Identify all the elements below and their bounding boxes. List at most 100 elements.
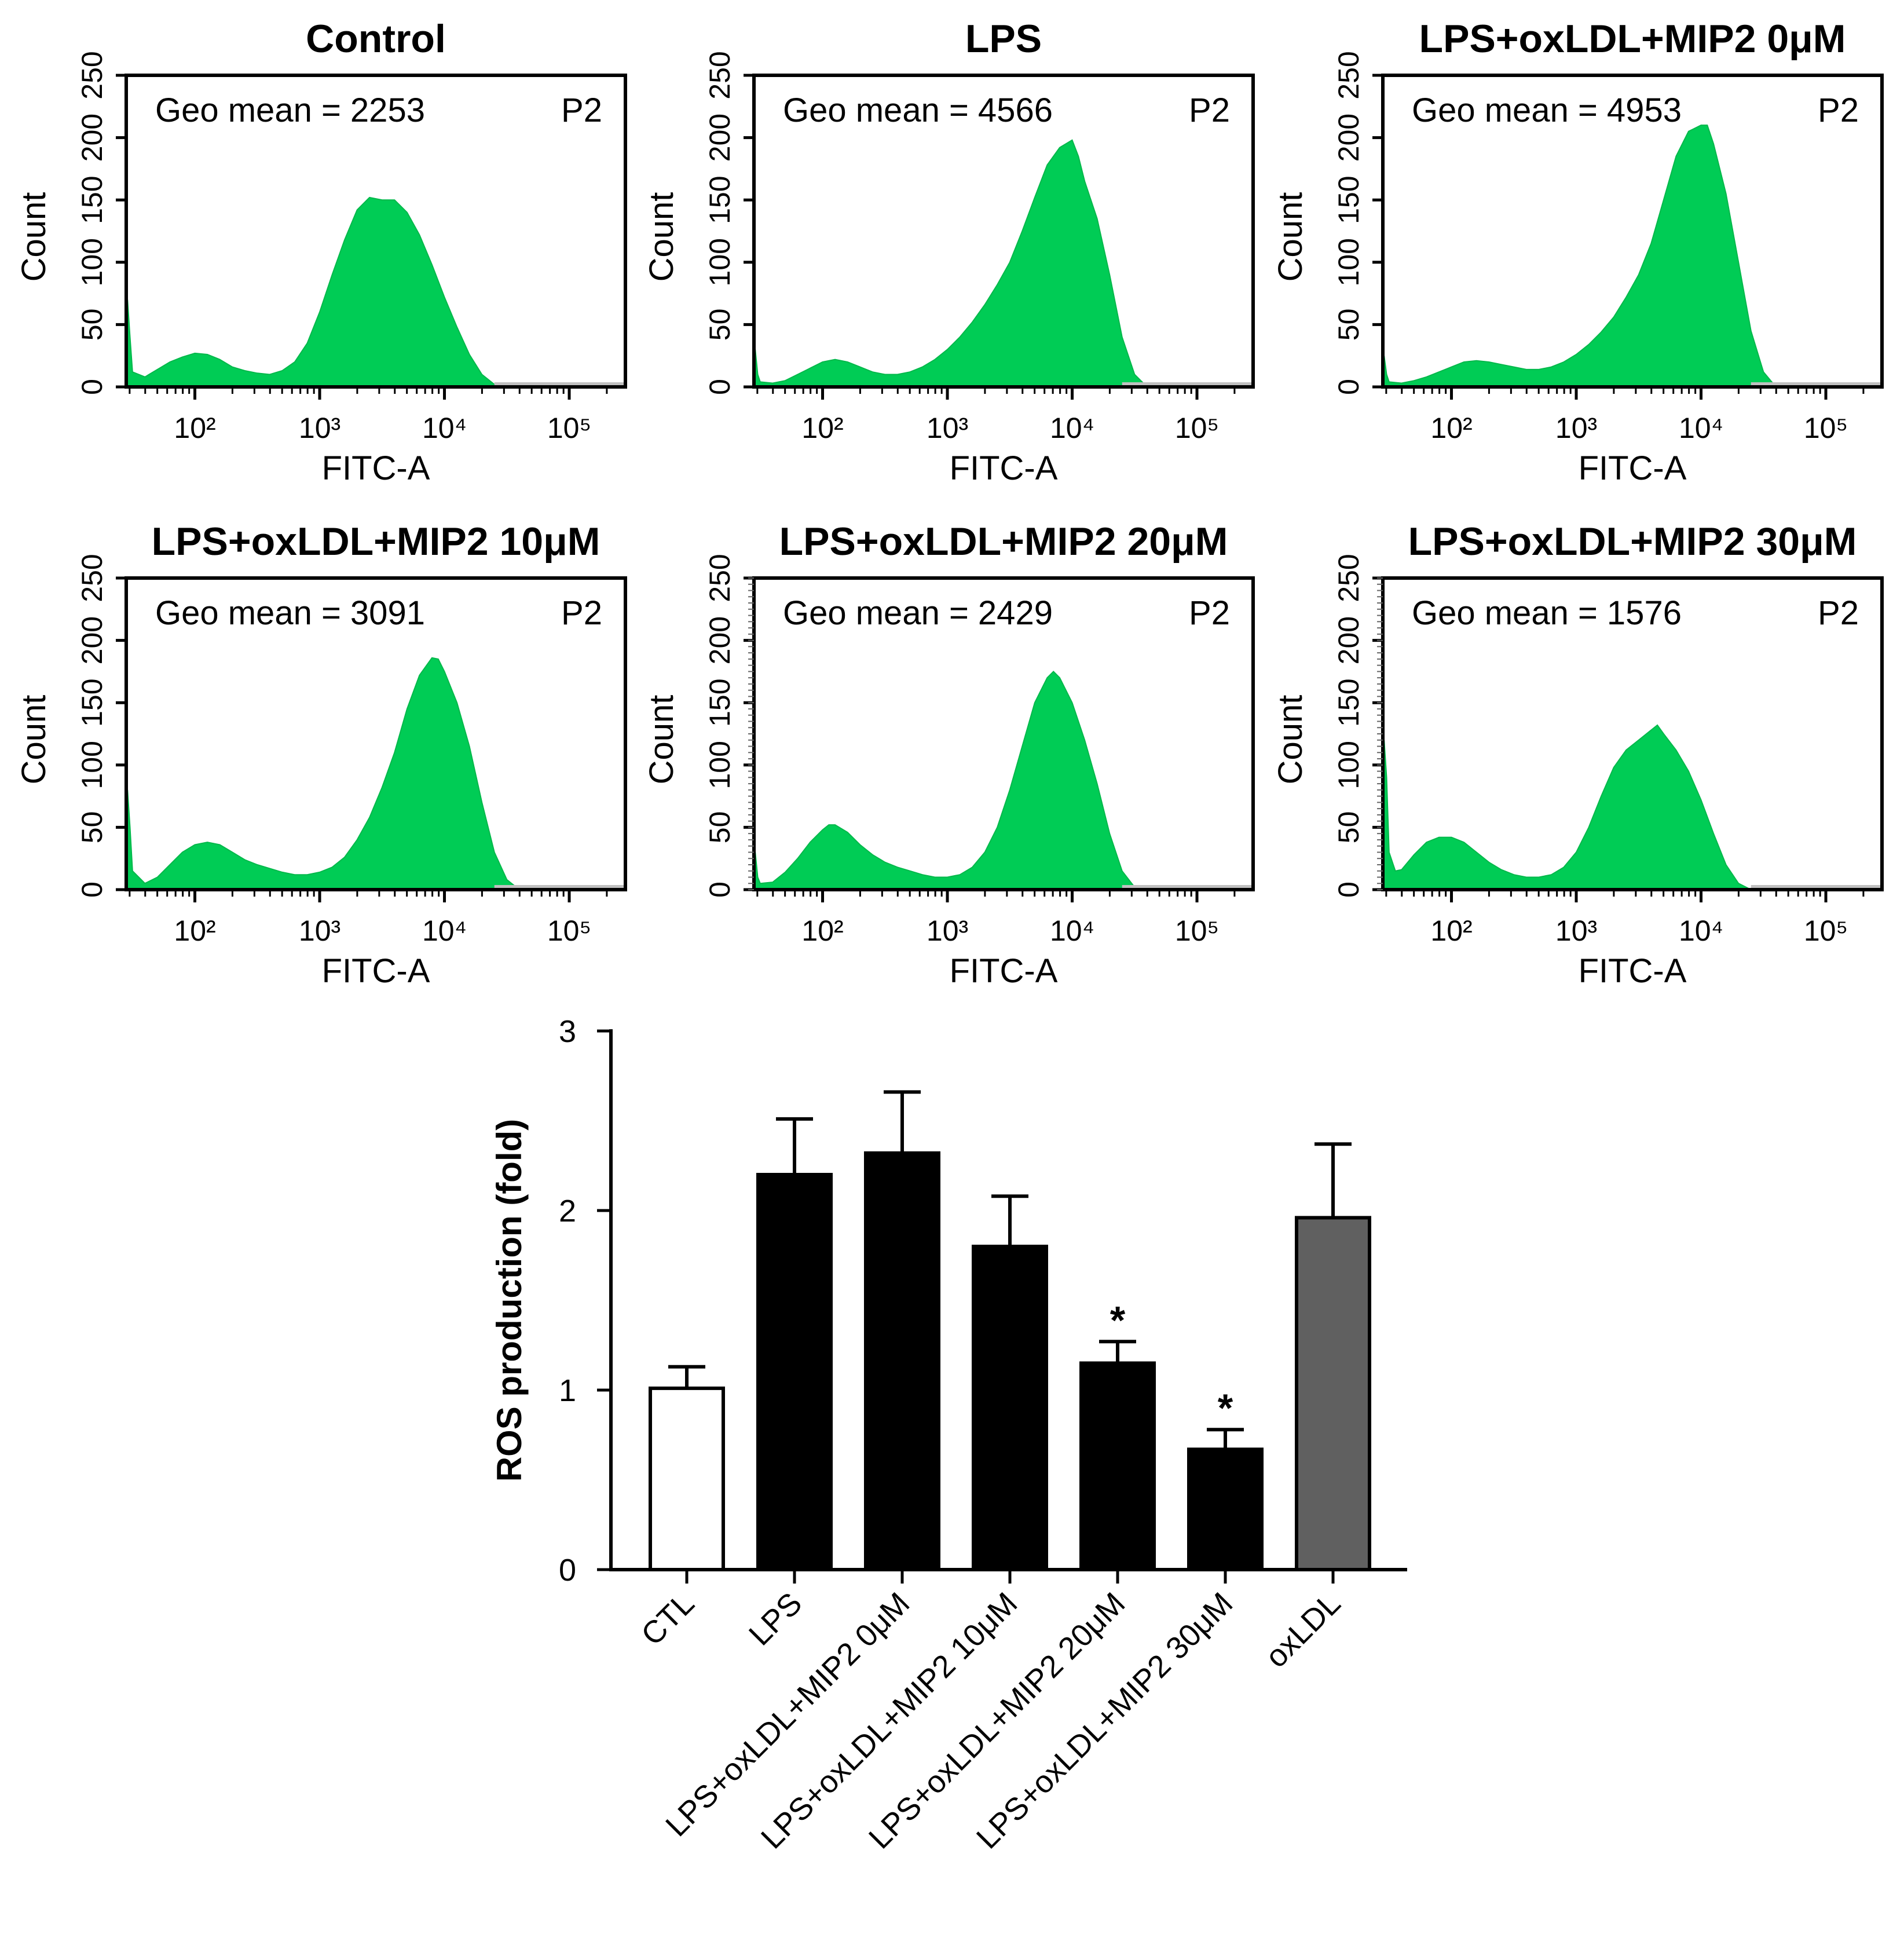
y-tick-label: 200	[1332, 616, 1365, 664]
panel-title: Control	[306, 17, 446, 61]
geo-mean-label: Geo mean = 4953	[1412, 92, 1682, 129]
geo-mean-label: Geo mean = 4566	[783, 92, 1053, 129]
bar-5	[1079, 1361, 1156, 1571]
x-axis-label: FITC-A	[1579, 952, 1687, 990]
histogram-panel-2: LPS Geo mean = 4566 P2 0 50 100 150 200 250 Count…	[643, 17, 1255, 487]
y-tick-label: 0	[1332, 379, 1365, 395]
histogram-panel-3: LPS+oxLDL+MIP2 0μM Geo mean = 4953 P2 0 50 10…	[1272, 17, 1884, 487]
y-tick-label: 0	[76, 882, 108, 898]
histogram-area	[125, 196, 625, 387]
gate-label: P2	[561, 594, 602, 632]
x-tick-label: 10⁵	[1804, 412, 1848, 444]
x-tick-label: 10²	[174, 412, 215, 444]
histogram-area	[753, 670, 1253, 890]
geo-mean-label: Geo mean = 2429	[783, 594, 1053, 632]
panel-frame	[125, 74, 627, 389]
y-tick-label: 200	[704, 114, 736, 162]
gate-label: P2	[1189, 92, 1230, 129]
histogram-panels: Control Geo mean = 2253 P2 0 50 100 150 200 250 C…	[15, 17, 1884, 990]
panel-title: LPS	[965, 17, 1042, 61]
y-tick-label: 100	[76, 238, 108, 286]
panel-frame	[752, 74, 1255, 389]
bar-7	[1295, 1216, 1371, 1571]
x-tick-label: 10⁵	[547, 412, 591, 444]
geo-mean-label: Geo mean = 3091	[155, 594, 425, 632]
bar-category-label: CTL	[635, 1586, 701, 1652]
x-tick-label: 10³	[927, 915, 968, 947]
x-tick-label: 10⁴	[1679, 915, 1723, 947]
x-tick-label: 10²	[801, 412, 843, 444]
histogram-area	[125, 657, 625, 890]
y-tick-label: 50	[76, 811, 108, 844]
bar-y-axis-label: ROS production (fold)	[490, 1119, 529, 1482]
x-tick-label: 10²	[174, 915, 215, 947]
y-tick-label: 250	[1332, 51, 1365, 99]
x-tick-label: 10³	[299, 915, 340, 947]
y-tick-label: 200	[1332, 114, 1365, 162]
panel-title: LPS+oxLDL+MIP2 0μM	[1419, 17, 1846, 61]
y-tick-label: 50	[1332, 811, 1365, 844]
x-tick-label: 10⁵	[1175, 915, 1219, 947]
gate-label: P2	[1818, 92, 1859, 129]
x-tick-label: 10³	[1555, 915, 1597, 947]
y-axis-label: Count	[1272, 192, 1309, 282]
y-tick-label: 50	[704, 811, 736, 844]
gate-label: P2	[1189, 594, 1230, 632]
y-tick-label: 0	[704, 379, 736, 395]
x-tick-label: 10⁴	[422, 412, 467, 444]
x-axis-label: FITC-A	[950, 449, 1058, 487]
bar-y-tick-label: 0	[559, 1553, 576, 1588]
y-axis-label: Count	[643, 695, 680, 785]
x-tick-label: 10³	[299, 412, 340, 444]
x-tick-label: 10⁴	[1050, 915, 1094, 947]
y-axis-label: Count	[15, 695, 53, 785]
x-tick-label: 10³	[1555, 412, 1597, 444]
x-tick-label: 10³	[927, 412, 968, 444]
y-tick-label: 0	[704, 882, 736, 898]
x-tick-label: 10²	[1430, 412, 1472, 444]
bar-y-tick-label: 1	[559, 1373, 576, 1408]
bar-1	[649, 1386, 725, 1571]
x-tick-label: 10²	[801, 915, 843, 947]
y-tick-label: 150	[76, 175, 108, 224]
y-tick-label: 250	[76, 554, 108, 602]
y-tick-label: 100	[1332, 741, 1365, 789]
significance-star: *	[1110, 1298, 1126, 1342]
gate-label: P2	[561, 92, 602, 129]
histogram-panel-1: Control Geo mean = 2253 P2 0 50 100 150 200 250 C…	[15, 17, 627, 487]
x-tick-label: 10⁴	[1679, 412, 1723, 444]
y-tick-label: 50	[76, 309, 108, 341]
y-tick-label: 150	[704, 678, 736, 726]
x-tick-label: 10⁴	[1050, 412, 1094, 444]
significance-star: *	[1218, 1386, 1233, 1430]
bar-y-tick-label: 2	[559, 1194, 576, 1228]
y-tick-label: 250	[704, 554, 736, 602]
y-axis-label: Count	[1272, 695, 1309, 785]
panel-title: LPS+oxLDL+MIP2 20μM	[779, 520, 1228, 564]
y-tick-label: 250	[704, 51, 736, 99]
x-axis-label: FITC-A	[322, 952, 430, 990]
y-tick-label: 250	[1332, 554, 1365, 602]
y-tick-label: 100	[704, 238, 736, 286]
y-tick-label: 100	[1332, 238, 1365, 286]
bar-y-tick-label: 3	[559, 1014, 576, 1049]
bar-3	[864, 1151, 940, 1572]
y-tick-label: 150	[704, 175, 736, 224]
y-tick-label: 200	[704, 616, 736, 664]
histogram-panel-5: LPS+oxLDL+MIP2 20μM Geo mean = 2429 P2 0 50 1…	[643, 520, 1255, 990]
bar-6	[1187, 1447, 1264, 1572]
geo-mean-label: Geo mean = 2253	[155, 92, 425, 129]
y-tick-label: 150	[76, 678, 108, 726]
panel-title: LPS+oxLDL+MIP2 10μM	[152, 520, 601, 564]
x-tick-label: 10⁵	[1175, 412, 1219, 444]
histogram-panel-4: LPS+oxLDL+MIP2 10μM Geo mean = 3091 P2 0 50 1…	[15, 520, 627, 990]
panel-title: LPS+oxLDL+MIP2 30μM	[1408, 520, 1857, 564]
y-tick-label: 100	[76, 741, 108, 789]
y-axis-label: Count	[15, 192, 53, 282]
histogram-area	[753, 139, 1253, 387]
histogram-panel-6: LPS+oxLDL+MIP2 30μM Geo mean = 1576 P2 0 50 1…	[1272, 520, 1884, 990]
histogram-area	[1382, 125, 1882, 387]
y-tick-label: 50	[1332, 309, 1365, 341]
